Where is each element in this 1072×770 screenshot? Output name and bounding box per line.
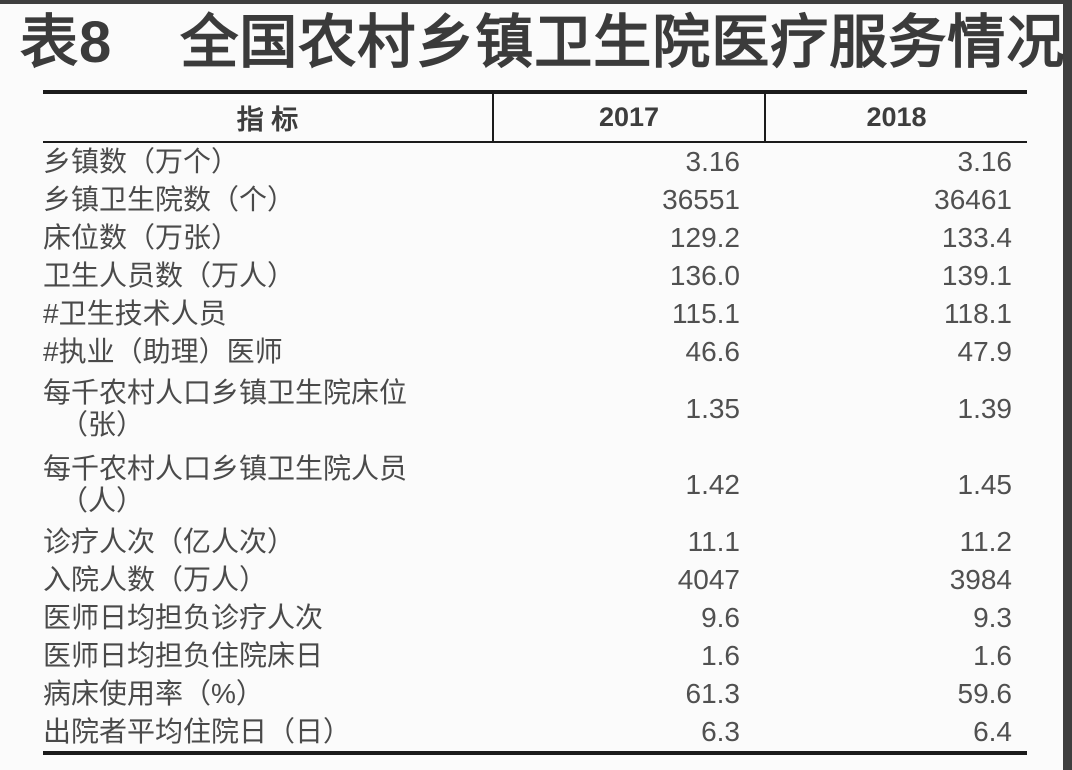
indicator-cell: 床位数（万张）	[43, 219, 493, 257]
value-y2017-cell: 61.3	[685, 678, 741, 709]
indicator-label: 每千农村人口乡镇卫生院人员	[43, 452, 408, 484]
indicator-cell: 乡镇卫生院数（个）	[43, 181, 493, 219]
table-row: #卫生技术人员 115.1 118.1	[43, 295, 1027, 333]
indicator-cell: 乡镇数（万个）	[43, 142, 493, 181]
table-row: 医师日均担负诊疗人次 9.6 9.3	[43, 599, 1027, 637]
table-title-text: 全国农村乡镇卫生院医疗服务情况	[180, 10, 1066, 75]
indicator-label-wrap: （人）	[60, 485, 145, 516]
indicator-label: 医师日均担负住院床日	[43, 639, 324, 671]
indicator-label: 入院人数（万人）	[43, 563, 268, 595]
value-y2018-cell: 3.16	[957, 146, 1013, 177]
header-row: 指 标 2017 2018	[43, 92, 1027, 143]
indicator-cell: #卫生技术人员	[43, 295, 493, 333]
value-y2018-cell: 9.3	[973, 602, 1012, 633]
table-body: 乡镇数（万个） 3.16 3.16 乡镇卫生院数（个） 36551 36461 床位数（万张…	[43, 142, 1027, 753]
indicator-label: 出院者平均住院日（日）	[43, 715, 352, 747]
value-y2018-cell: 1.39	[957, 393, 1013, 424]
value-y2018-cell: 3984	[949, 564, 1012, 595]
value-y2017-cell: 3.16	[685, 146, 741, 177]
value-y2017-cell: 115.1	[672, 298, 740, 329]
stats-table: 指 标 2017 2018 乡镇数（万个） 3.16 3.16 乡镇卫生院数（个） 36…	[43, 90, 1027, 755]
value-y2017-cell: 6.3	[701, 716, 740, 747]
indicator-label: 医师日均担负诊疗人次	[43, 601, 324, 633]
indicator-cell: #执业（助理）医师	[43, 333, 493, 371]
value-y2018-cell: 118.1	[944, 298, 1012, 329]
indicator-cell: 医师日均担负诊疗人次	[43, 599, 493, 637]
indicator-label: 每千农村人口乡镇卫生院床位	[43, 376, 408, 408]
indicator-label: 床位数（万张）	[43, 221, 240, 253]
indicator-cell: 病床使用率（%）	[43, 675, 493, 713]
table-header: 指 标 2017 2018	[43, 92, 1027, 143]
table-number: 表8	[20, 10, 113, 75]
table-row: #执业（助理）医师 46.6 47.9	[43, 333, 1027, 371]
value-y2017-cell: 4047	[677, 564, 740, 595]
value-y2017-cell: 36551	[662, 184, 740, 215]
indicator-cell: 医师日均担负住院床日	[43, 637, 493, 675]
value-y2017-cell: 9.6	[701, 602, 740, 633]
top-edge-strip	[0, 0, 1072, 4]
value-y2017-cell: 1.6	[701, 640, 740, 671]
table-row: 床位数（万张） 129.2 133.4	[43, 219, 1027, 257]
table-row: 乡镇数（万个） 3.16 3.16	[43, 142, 1027, 181]
value-y2018-cell: 11.2	[959, 526, 1012, 557]
col-header-2018: 2018	[764, 92, 1027, 143]
indicator-cell: 诊疗人次（亿人次）	[43, 523, 493, 561]
value-y2018-cell: 59.6	[957, 678, 1013, 709]
indicator-label: 诊疗人次（亿人次）	[43, 525, 296, 557]
indicator-label: 乡镇数（万个）	[43, 145, 240, 177]
indicator-cell: 卫生人员数（万人）	[43, 257, 493, 295]
value-y2018-cell: 36461	[934, 184, 1012, 215]
value-y2018-cell: 139.1	[941, 260, 1012, 291]
indicator-cell: 每千农村人口乡镇卫生院人员 （人）	[43, 447, 493, 523]
value-y2017-cell: 11.1	[687, 526, 740, 557]
value-y2017-cell: 46.6	[685, 336, 741, 367]
table-row: 每千农村人口乡镇卫生院人员 （人） 1.42 1.45	[43, 447, 1027, 523]
right-edge-strip	[1063, 0, 1072, 770]
value-y2017-cell: 1.35	[685, 393, 741, 424]
table-row: 乡镇卫生院数（个） 36551 36461	[43, 181, 1027, 219]
indicator-label-wrap: （张）	[60, 409, 145, 440]
value-y2017-cell: 129.2	[669, 222, 740, 253]
table-row: 入院人数（万人） 4047 3984	[43, 561, 1027, 599]
indicator-label: #执业（助理）医师	[43, 335, 283, 367]
value-y2018-cell: 133.4	[941, 222, 1012, 253]
value-y2018-cell: 6.4	[973, 716, 1012, 747]
value-y2017-cell: 136.0	[669, 260, 740, 291]
indicator-label: #卫生技术人员	[43, 297, 227, 329]
value-y2018-cell: 1.45	[957, 469, 1013, 500]
table-row: 医师日均担负住院床日 1.6 1.6	[43, 637, 1027, 675]
table-row: 每千农村人口乡镇卫生院床位 （张） 1.35 1.39	[43, 371, 1027, 447]
indicator-label: 乡镇卫生院数（个）	[43, 183, 296, 215]
indicator-label: 卫生人员数（万人）	[43, 259, 296, 291]
table-row: 出院者平均住院日（日） 6.3 6.4	[43, 713, 1027, 753]
indicator-cell: 每千农村人口乡镇卫生院床位 （张）	[43, 371, 493, 447]
value-y2018-cell: 1.6	[973, 640, 1012, 671]
col-header-indicator: 指 标	[43, 92, 493, 143]
value-y2018-cell: 47.9	[957, 336, 1013, 367]
indicator-label: 病床使用率（%）	[43, 677, 264, 709]
table-row: 病床使用率（%） 61.3 59.6	[43, 675, 1027, 713]
table-row: 卫生人员数（万人） 136.0 139.1	[43, 257, 1027, 295]
value-y2017-cell: 1.42	[685, 469, 741, 500]
page-title: 表8 全国农村乡镇卫生院医疗服务情况	[20, 8, 1065, 78]
col-header-2017: 2017	[492, 92, 765, 143]
table-row: 诊疗人次（亿人次） 11.1 11.2	[43, 523, 1027, 561]
indicator-cell: 入院人数（万人）	[43, 561, 493, 599]
indicator-cell: 出院者平均住院日（日）	[43, 713, 493, 753]
